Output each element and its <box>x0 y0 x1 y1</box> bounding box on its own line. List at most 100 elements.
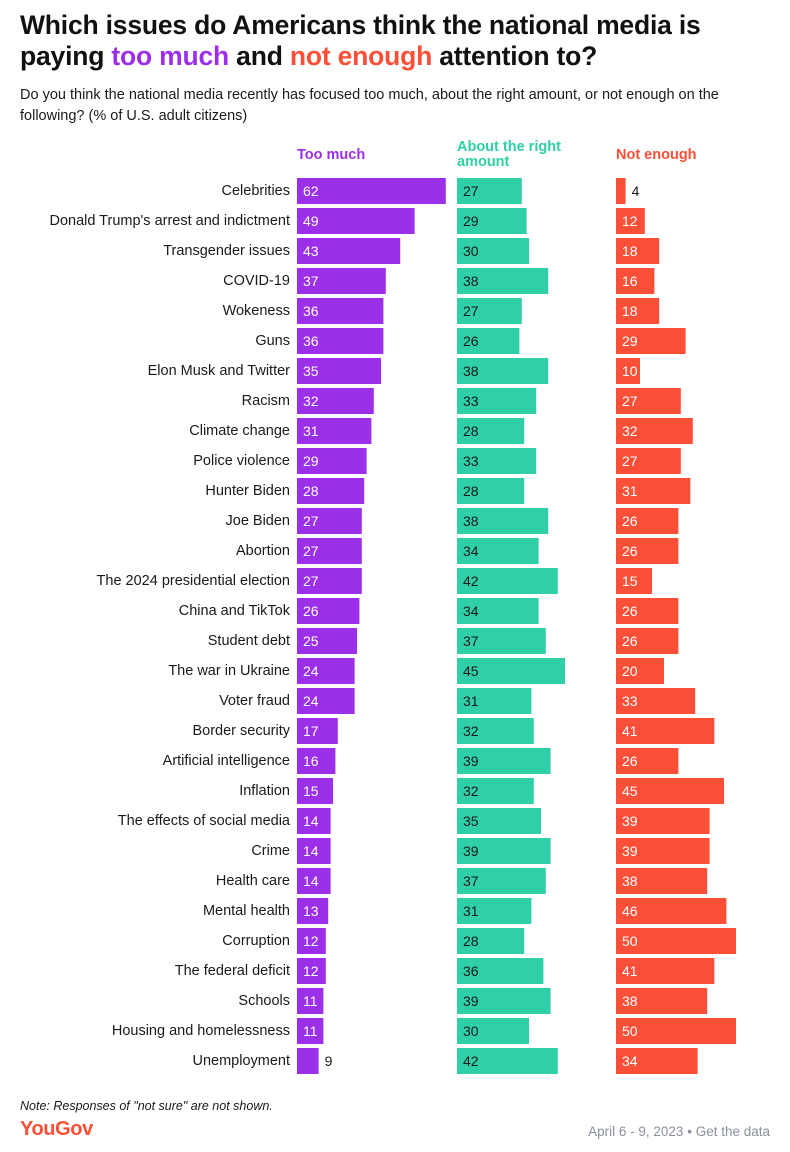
bar-about-right <box>457 328 520 354</box>
data-label-too-much: 25 <box>303 633 319 649</box>
data-label-about-right: 33 <box>463 453 479 469</box>
category-label: The federal deficit <box>175 963 290 979</box>
bar-not-enough <box>616 508 679 534</box>
data-label-too-much: 35 <box>303 363 319 379</box>
data-label-about-right: 39 <box>463 843 479 859</box>
bar-not-enough <box>616 418 693 444</box>
footnote: Note: Responses of "not sure" are not sh… <box>20 1099 273 1113</box>
data-label-about-right: 37 <box>463 633 479 649</box>
bar-not-enough <box>616 328 686 354</box>
bar-about-right <box>457 448 537 474</box>
bar-not-enough <box>616 478 691 504</box>
bar-not-enough <box>616 688 696 714</box>
bar-about-right <box>457 598 539 624</box>
bar-too-much <box>297 388 374 414</box>
data-label-about-right: 28 <box>463 423 479 439</box>
category-label: The effects of social media <box>118 813 291 829</box>
bar-too-much <box>297 238 401 264</box>
bar-about-right <box>457 508 549 534</box>
data-label-about-right: 30 <box>463 243 479 259</box>
data-label-about-right: 31 <box>463 903 479 919</box>
data-label-about-right: 35 <box>463 813 479 829</box>
data-label-about-right: 28 <box>463 483 479 499</box>
bar-not-enough <box>616 448 681 474</box>
data-label-not-enough: 41 <box>622 963 638 979</box>
bar-not-enough <box>616 808 710 834</box>
category-label: Unemployment <box>192 1053 290 1069</box>
category-label: COVID-19 <box>223 273 290 289</box>
bar-about-right <box>457 958 544 984</box>
bar-too-much <box>297 208 415 234</box>
data-label-about-right: 42 <box>463 1053 479 1069</box>
data-label-about-right: 32 <box>463 783 479 799</box>
data-label-about-right: 37 <box>463 873 479 889</box>
bar-about-right <box>457 898 532 924</box>
bar-about-right <box>457 388 537 414</box>
bar-not-enough <box>616 388 681 414</box>
data-label-too-much: 24 <box>303 663 319 679</box>
data-label-too-much: 16 <box>303 753 319 769</box>
data-label-too-much: 12 <box>303 963 319 979</box>
bar-not-enough <box>616 868 708 894</box>
category-label: Health care <box>216 873 290 889</box>
category-label: Elon Musk and Twitter <box>148 363 291 379</box>
data-label-about-right: 38 <box>463 273 479 289</box>
category-label: Abortion <box>236 543 290 559</box>
category-label: Mental health <box>203 903 290 919</box>
data-label-not-enough: 26 <box>622 753 638 769</box>
data-label-not-enough: 38 <box>622 993 638 1009</box>
category-label: Racism <box>242 393 290 409</box>
bar-too-much <box>297 298 384 324</box>
title-part-2: and <box>229 41 290 71</box>
data-label-about-right: 39 <box>463 993 479 1009</box>
data-label-not-enough: 32 <box>622 423 638 439</box>
category-label: Joe Biden <box>226 513 291 529</box>
bar-not-enough <box>616 958 715 984</box>
bar-about-right <box>457 988 551 1014</box>
category-label: Housing and homelessness <box>112 1023 290 1039</box>
yougov-logo: YouGov <box>20 1118 93 1140</box>
data-label-not-enough: 39 <box>622 843 638 859</box>
bar-about-right <box>457 298 522 324</box>
bar-too-much <box>297 838 331 864</box>
category-label: The war in Ukraine <box>168 663 290 679</box>
survey-date: April 6 - 9, 2023 <box>588 1124 684 1139</box>
bar-too-much <box>297 1048 319 1074</box>
category-label: Corruption <box>222 933 290 949</box>
bar-about-right <box>457 538 539 564</box>
data-label-too-much: 14 <box>303 813 319 829</box>
data-label-not-enough: 26 <box>622 633 638 649</box>
data-label-too-much: 49 <box>303 213 319 229</box>
get-the-data-link[interactable]: Get the data <box>695 1124 770 1139</box>
data-label-not-enough: 4 <box>632 183 640 199</box>
bar-too-much <box>297 598 360 624</box>
category-label: Border security <box>192 723 290 739</box>
bar-too-much <box>297 418 372 444</box>
bar-too-much <box>297 178 446 204</box>
data-label-not-enough: 10 <box>622 363 638 379</box>
chart-subtitle: Do you think the national media recently… <box>20 87 719 124</box>
category-label: Celebrities <box>222 183 291 199</box>
data-label-too-much: 15 <box>303 783 319 799</box>
bar-not-enough <box>616 628 679 654</box>
data-label-too-much: 62 <box>303 183 319 199</box>
bar-about-right <box>457 478 525 504</box>
footer-meta: April 6 - 9, 2023 • Get the data <box>588 1124 770 1139</box>
bar-about-right <box>457 418 525 444</box>
category-label: China and TikTok <box>179 603 291 619</box>
bar-too-much <box>297 658 355 684</box>
data-label-too-much: 31 <box>303 423 319 439</box>
bar-too-much <box>297 448 367 474</box>
bar-about-right <box>457 688 532 714</box>
data-label-about-right: 26 <box>463 333 479 349</box>
bar-too-much <box>297 868 331 894</box>
data-label-about-right: 30 <box>463 1023 479 1039</box>
data-label-about-right: 45 <box>463 663 479 679</box>
bar-too-much <box>297 328 384 354</box>
data-label-too-much: 9 <box>325 1053 333 1069</box>
title-highlight-too-much: too much <box>111 41 230 71</box>
category-label: Climate change <box>189 423 290 439</box>
bar-too-much <box>297 358 381 384</box>
data-label-not-enough: 29 <box>622 333 638 349</box>
bar-not-enough <box>616 598 679 624</box>
